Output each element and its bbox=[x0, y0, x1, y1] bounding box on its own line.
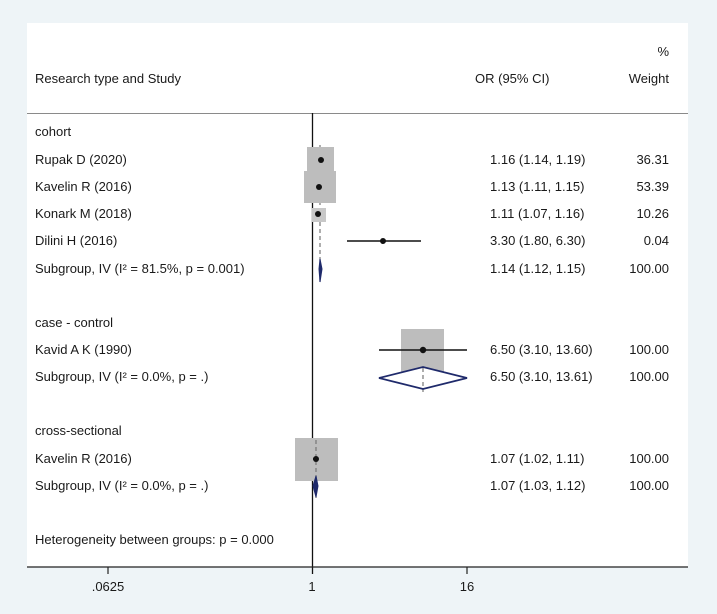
study-weight: 0.04 bbox=[643, 233, 669, 248]
study-or: 1.16 (1.14, 1.19) bbox=[490, 152, 586, 167]
weight-column-header-percent: % bbox=[657, 44, 669, 59]
subgroup-or: 1.14 (1.12, 1.15) bbox=[490, 261, 586, 276]
group-label-case-control: case - control bbox=[35, 315, 114, 330]
study-name: Kavid A K (1990) bbox=[35, 342, 132, 357]
point-konark bbox=[315, 211, 321, 217]
diamond-cross-sectional bbox=[312, 475, 319, 498]
study-or: 3.30 (1.80, 6.30) bbox=[490, 233, 586, 248]
point-rupak bbox=[318, 157, 324, 163]
study-weight: 100.00 bbox=[629, 451, 669, 466]
point-kavelin-cross bbox=[313, 456, 319, 462]
subgroup-weight: 100.00 bbox=[629, 369, 669, 384]
study-weight: 53.39 bbox=[636, 179, 669, 194]
point-kavelin-cohort bbox=[316, 184, 322, 190]
weight-column-header: Weight bbox=[628, 71, 669, 86]
study-weight: 100.00 bbox=[629, 342, 669, 357]
subgroup-label: Subgroup, IV (I² = 0.0%, p = .) bbox=[35, 478, 209, 493]
study-or: 6.50 (3.10, 13.60) bbox=[490, 342, 593, 357]
subgroup-label: Subgroup, IV (I² = 0.0%, p = .) bbox=[35, 369, 209, 384]
study-name: Kavelin R (2016) bbox=[35, 179, 132, 194]
heterogeneity-note: Heterogeneity between groups: p = 0.000 bbox=[35, 532, 274, 547]
or-column-header: OR (95% CI) bbox=[475, 71, 550, 86]
study-column-header: Research type and Study bbox=[35, 71, 181, 86]
study-name: Rupak D (2020) bbox=[35, 152, 127, 167]
diamond-cohort bbox=[318, 258, 323, 283]
study-name: Kavelin R (2016) bbox=[35, 451, 132, 466]
tick-label-16: 16 bbox=[459, 579, 475, 594]
study-weight: 36.31 bbox=[636, 152, 669, 167]
subgroup-or: 6.50 (3.10, 13.61) bbox=[490, 369, 593, 384]
point-dilini bbox=[380, 238, 386, 244]
subgroup-or: 1.07 (1.03, 1.12) bbox=[490, 478, 586, 493]
study-or: 1.11 (1.07, 1.16) bbox=[490, 206, 585, 221]
tick-label-0625: .0625 bbox=[91, 579, 125, 594]
tick-label-1: 1 bbox=[308, 579, 316, 594]
study-name: Konark M (2018) bbox=[35, 206, 132, 221]
study-or: 1.13 (1.11, 1.15) bbox=[490, 179, 585, 194]
subgroup-weight: 100.00 bbox=[629, 478, 669, 493]
group-label-cohort: cohort bbox=[35, 124, 72, 139]
subgroup-label: Subgroup, IV (I² = 81.5%, p = 0.001) bbox=[35, 261, 245, 276]
study-or: 1.07 (1.02, 1.11) bbox=[490, 451, 585, 466]
point-kavid bbox=[419, 346, 427, 354]
subgroup-weight: 100.00 bbox=[629, 261, 669, 276]
group-label-cross-sectional: cross-sectional bbox=[35, 423, 122, 438]
study-name: Dilini H (2016) bbox=[35, 233, 118, 248]
study-weight: 10.26 bbox=[636, 206, 669, 221]
